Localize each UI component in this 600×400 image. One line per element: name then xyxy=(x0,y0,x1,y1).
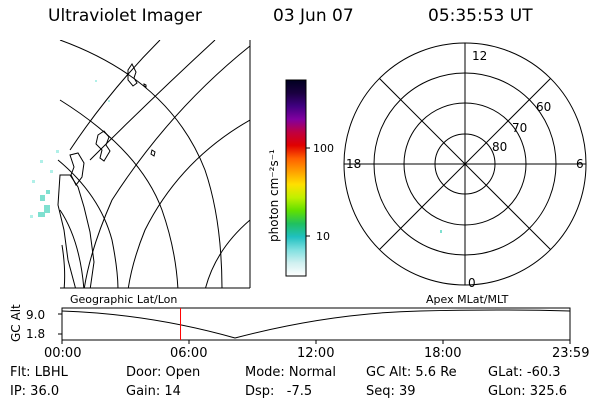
time-label: 05:35:53 UT xyxy=(428,6,533,26)
mlt-18-label: 18 xyxy=(346,157,361,171)
coastline xyxy=(143,83,147,88)
mlt-12-label: 12 xyxy=(472,49,487,63)
parallel-line xyxy=(57,159,119,288)
colorbar-unit-label: photon cm⁻²s⁻¹ xyxy=(267,149,281,242)
coastline xyxy=(95,130,111,162)
status-seq: Seq: 39 xyxy=(366,384,416,399)
status-gain: Gain: 14 xyxy=(126,384,181,399)
coastline xyxy=(150,149,156,157)
mlat-70-label: 70 xyxy=(512,121,527,135)
mlat-80-label: 80 xyxy=(492,140,507,154)
meridian-line xyxy=(89,40,216,161)
timeline-ytick-low: 1.8 xyxy=(26,327,46,341)
colorbar-ticks xyxy=(306,147,310,237)
coastline xyxy=(69,152,85,186)
meridian-line xyxy=(83,45,250,288)
colorbar-tick-10: 10 xyxy=(316,230,330,243)
polar-plot xyxy=(343,42,587,286)
mlt-6-label: 6 xyxy=(576,157,584,171)
meridian-line xyxy=(205,219,250,288)
timeline-xtick-0000: 00:00 xyxy=(44,346,82,361)
parallel-line xyxy=(59,40,223,288)
date-label: 03 Jun 07 xyxy=(273,6,354,26)
parallel-line xyxy=(61,244,66,288)
mlt-0-label: 0 xyxy=(468,276,476,290)
timeline-ylabel: GC Alt xyxy=(9,304,23,342)
timeline-ytick-high: 9.0 xyxy=(26,308,46,322)
status-door: Door: Open xyxy=(126,365,201,380)
parallel-line xyxy=(59,209,85,288)
status-dsp: Dsp: -7.5 xyxy=(245,384,313,399)
colorbar xyxy=(285,79,307,277)
status-flt: Flt: LBHL xyxy=(10,365,68,380)
status-glon: GLon: 325.6 xyxy=(488,384,568,399)
status-mode: Mode: Normal xyxy=(245,365,336,380)
orbit-altitude-curve xyxy=(61,309,571,339)
parallel-line xyxy=(59,99,179,288)
coastline xyxy=(57,174,95,288)
instrument-title: Ultraviolet Imager xyxy=(48,6,202,26)
status-ip: IP: 36.0 xyxy=(10,384,60,399)
left-panel-label: Geographic Lat/Lon xyxy=(70,293,178,306)
mlat-60-label: 60 xyxy=(536,100,551,114)
timeline-xtick-1200: 12:00 xyxy=(297,346,335,361)
aurora-speckles xyxy=(30,80,110,218)
timeline-frame xyxy=(61,307,571,341)
colorbar-tick-100: 100 xyxy=(313,142,334,155)
timeline-xtick-0600: 06:00 xyxy=(170,346,208,361)
coastline xyxy=(127,63,138,87)
meridian-line xyxy=(127,119,250,288)
meridian-line xyxy=(69,40,161,151)
timeline-xtick-1800: 18:00 xyxy=(424,346,462,361)
status-glat: GLat: -60.3 xyxy=(488,365,561,380)
timeline-xtick-2359: 23:59 xyxy=(552,346,590,361)
timeline-ticks xyxy=(58,313,571,344)
right-panel-label: Apex MLat/MLT xyxy=(426,293,509,306)
status-gcalt: GC Alt: 5.6 Re xyxy=(366,365,457,380)
geographic-map xyxy=(30,40,250,288)
